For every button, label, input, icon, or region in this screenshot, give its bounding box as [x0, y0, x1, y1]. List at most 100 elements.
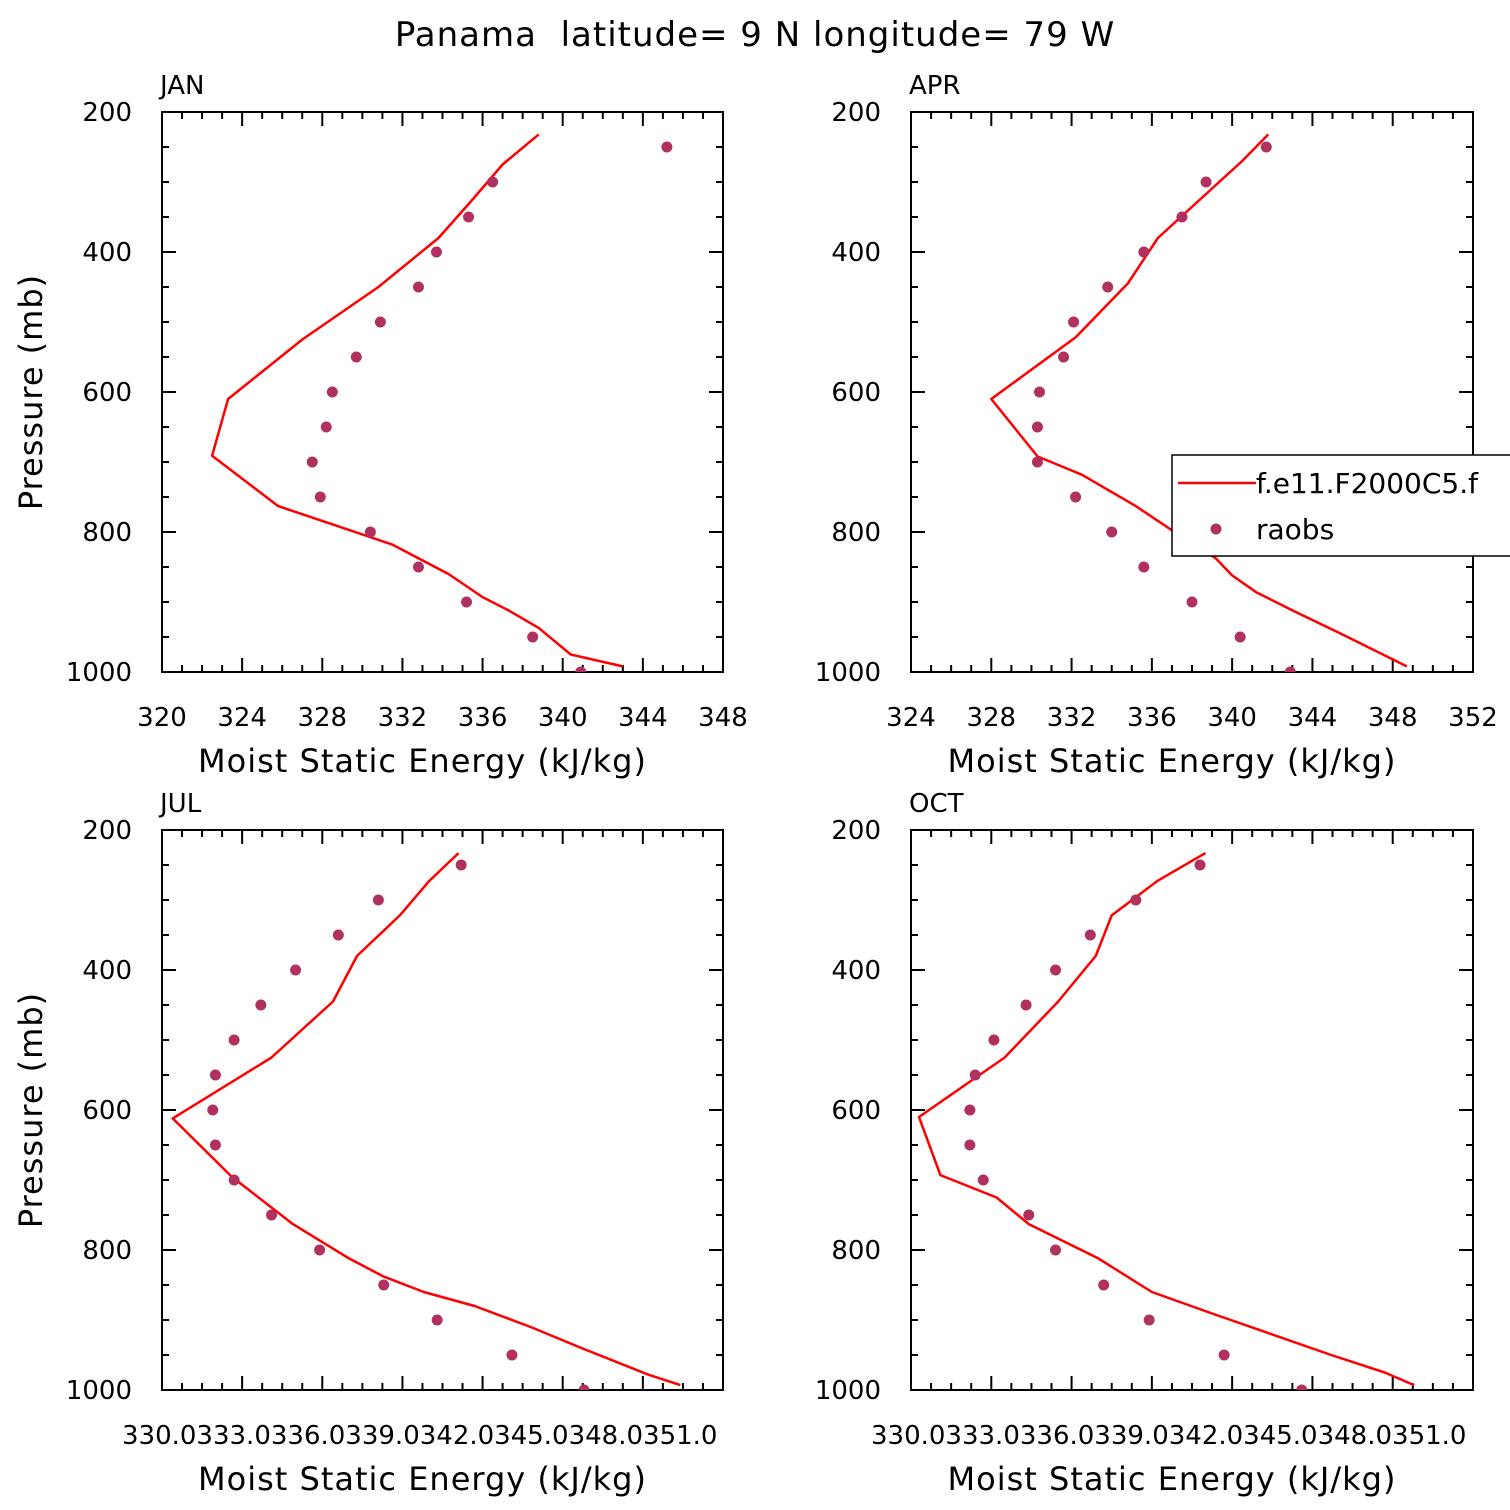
model-line — [990, 133, 1408, 668]
y-tick-label: 1000 — [66, 658, 132, 688]
x-tick-label: 324 — [886, 703, 936, 733]
raobs-point — [255, 999, 267, 1011]
y-tick-label: 400 — [82, 956, 132, 986]
legend-marker-swatch — [1210, 523, 1222, 535]
panel-apr: APR 324 328 332 336 340 344 348 352 200 400 600 800 1… — [815, 71, 1498, 780]
plot-area — [210, 133, 673, 672]
panels: JAN 320 324 328 332 336 340 344 348 200 400 600 800 1… — [12, 71, 1510, 1498]
raobs-point — [1176, 211, 1188, 223]
raobs-point — [1023, 1209, 1035, 1221]
raobs-point — [1218, 1349, 1230, 1361]
raobs-point — [964, 1139, 976, 1151]
raobs-point — [1031, 456, 1043, 468]
raobs-point — [1020, 999, 1032, 1011]
raobs-point — [527, 631, 539, 643]
x-tick-label: 320 — [137, 703, 187, 733]
legend: f.e11.F2000C5.f raobs — [1171, 454, 1510, 557]
x-tick-label: 340 — [1207, 703, 1257, 733]
raobs-point — [228, 1034, 240, 1046]
raobs-point — [1143, 1314, 1155, 1326]
raobs-point — [1234, 631, 1246, 643]
raobs-point — [988, 1034, 1000, 1046]
raobs-point — [372, 894, 384, 906]
raobs-point — [374, 316, 386, 328]
raobs-point — [1200, 176, 1212, 188]
raobs-point — [266, 1209, 278, 1221]
legend-label-model: f.e11.F2000C5.f — [1256, 467, 1479, 500]
raobs-point — [378, 1279, 390, 1291]
raobs-point — [969, 1069, 981, 1081]
raobs-point — [461, 596, 473, 608]
model-line — [210, 133, 624, 668]
y-tick-label: 400 — [82, 238, 132, 268]
x-tick-label: 328 — [297, 703, 347, 733]
y-tick-label: 1000 — [66, 1376, 132, 1406]
raobs-point — [1084, 929, 1096, 941]
x-tick-labels: 330.0333.0336.0339.0342.0345.0348.0351.0 — [871, 1421, 1466, 1451]
y-tick-label: 800 — [82, 518, 132, 548]
y-tick-label: 1000 — [815, 658, 881, 688]
x-tick-label: 344 — [618, 703, 668, 733]
y-tick-label: 600 — [82, 1096, 132, 1126]
x-tick-label: 328 — [966, 703, 1016, 733]
raobs-point — [1296, 1384, 1308, 1390]
raobs-point — [1033, 386, 1045, 398]
raobs-point — [455, 859, 467, 871]
raobs-point — [1102, 281, 1114, 293]
raobs-point — [332, 929, 344, 941]
raobs-point — [430, 246, 442, 258]
x-tick-label: 336 — [1127, 703, 1177, 733]
y-tick-label: 600 — [831, 1096, 881, 1126]
raobs-point — [431, 1314, 443, 1326]
model-line — [171, 852, 681, 1387]
raobs-point — [1070, 491, 1082, 503]
plot-area — [171, 852, 681, 1390]
plot-area — [917, 852, 1415, 1390]
y-tick-label: 1000 — [815, 1376, 881, 1406]
raobs-point — [964, 1104, 976, 1116]
x-axis-label: Moist Static Energy (kJ/kg) — [198, 742, 647, 780]
y-tick-label: 800 — [82, 1236, 132, 1266]
raobs-point — [290, 964, 302, 976]
raobs-point — [1058, 351, 1070, 363]
y-tick-label: 200 — [831, 98, 881, 128]
x-tick-label: 324 — [217, 703, 267, 733]
y-tick-label: 400 — [831, 238, 881, 268]
x-axis-label: Moist Static Energy (kJ/kg) — [948, 1460, 1397, 1498]
raobs-point — [1098, 1279, 1110, 1291]
x-axis-label: Moist Static Energy (kJ/kg) — [948, 742, 1397, 780]
x-tick-label: 348 — [1368, 703, 1418, 733]
x-tick-labels: 330.0333.0336.0339.0342.0345.0348.0351.0 — [122, 1421, 717, 1451]
plot-frame — [910, 111, 1474, 673]
raobs-point — [228, 1174, 240, 1186]
y-axis-label: Pressure (mb) — [12, 992, 50, 1228]
raobs-point — [1031, 421, 1043, 433]
panel-title: OCT — [909, 789, 964, 819]
raobs-point — [1106, 526, 1118, 538]
y-tick-label: 400 — [831, 956, 881, 986]
raobs-point — [578, 1384, 590, 1390]
raobs-point — [314, 491, 326, 503]
raobs-point — [1260, 141, 1272, 153]
y-axis-label: Pressure (mb) — [12, 274, 50, 510]
x-tick-label: 332 — [378, 703, 428, 733]
panel-title: JAN — [158, 71, 204, 101]
raobs-point — [306, 456, 318, 468]
raobs-point — [1068, 316, 1080, 328]
raobs-point — [320, 421, 332, 433]
panel-oct: OCT 330.0333.0336.0339.0342.0345.0348.035… — [815, 789, 1474, 1498]
raobs-point — [1186, 596, 1198, 608]
raobs-point — [977, 1174, 989, 1186]
panel-jul: JUL 330.0333.0336.0339.0342.0345.0348.035… — [12, 789, 724, 1498]
raobs-point — [463, 211, 475, 223]
figure-title: Panama latitude= 9 N longitude= 79 W — [395, 15, 1115, 55]
x-tick-label: 336 — [458, 703, 508, 733]
y-tick-label: 200 — [831, 816, 881, 846]
raobs-point — [575, 666, 587, 672]
legend-box — [1171, 454, 1510, 557]
panel-title: APR — [909, 71, 961, 101]
model-line — [917, 852, 1415, 1387]
panel-jan: JAN 320 324 328 332 336 340 344 348 200 400 600 800 1… — [12, 71, 748, 780]
raobs-point — [350, 351, 362, 363]
